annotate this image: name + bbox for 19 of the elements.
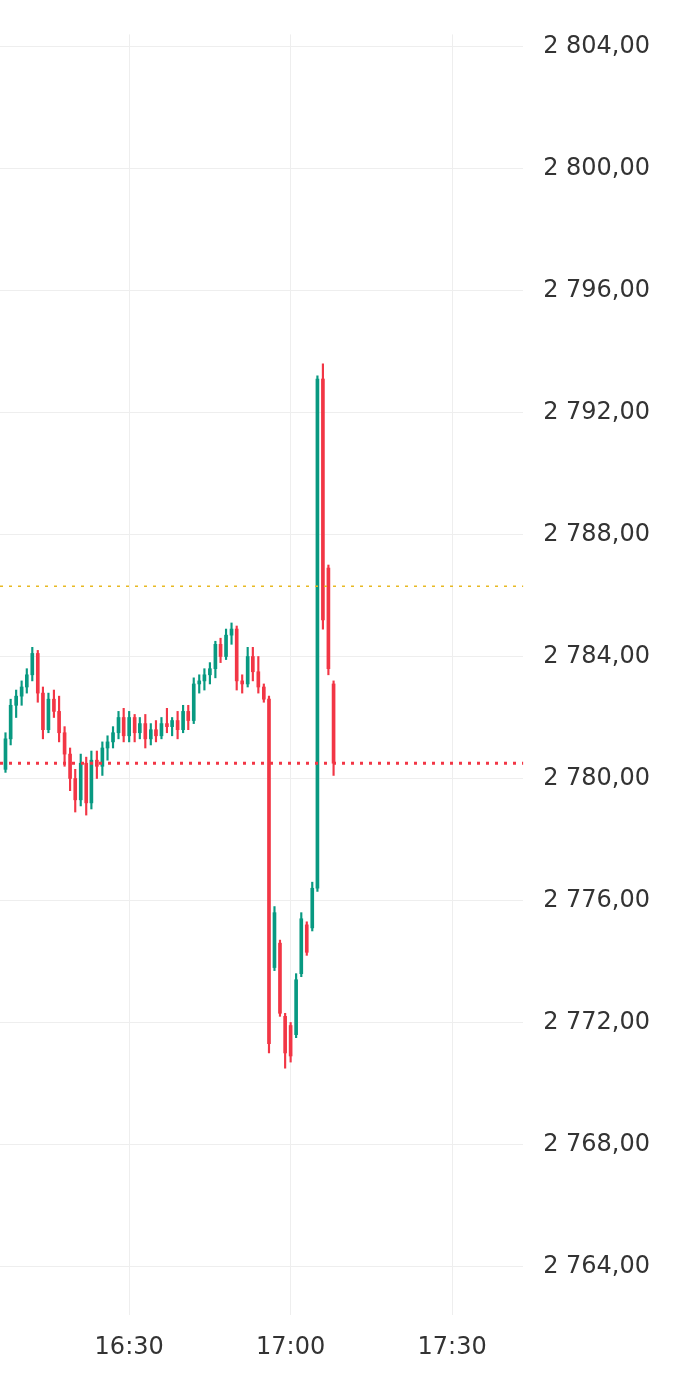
candlestick	[165, 708, 169, 734]
y-tick-label: 2 768,00	[543, 1128, 650, 1157]
y-tick-label: 2 780,00	[543, 762, 650, 791]
candlestick	[111, 726, 115, 749]
y-tick-label: 2 776,00	[543, 884, 650, 913]
candlestick	[41, 686, 45, 740]
y-tick-label: 2 784,00	[543, 640, 650, 669]
candlestick	[154, 720, 158, 743]
candlestick	[224, 628, 228, 660]
y-tick-label: 2 764,00	[543, 1250, 650, 1279]
y-tick-label: 2 796,00	[543, 274, 650, 303]
y-tick-label: 2 788,00	[543, 518, 650, 547]
y-tick-label: 2 792,00	[543, 396, 650, 425]
y-tick-label: 2 800,00	[543, 152, 650, 181]
y-tick-label: 2 804,00	[543, 30, 650, 59]
x-tick-label: 17:00	[256, 1331, 326, 1360]
x-tick-label: 16:30	[94, 1331, 164, 1360]
y-tick-label: 2 772,00	[543, 1006, 650, 1035]
x-tick-label: 17:30	[417, 1331, 487, 1360]
